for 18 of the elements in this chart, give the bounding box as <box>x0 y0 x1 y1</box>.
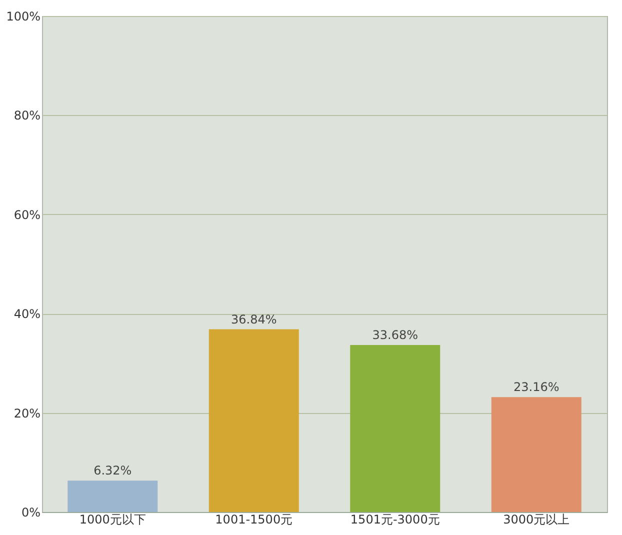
bar <box>350 344 440 512</box>
x-tick-label: 3000元以上 <box>503 512 570 526</box>
y-tick-label: 60% <box>14 208 40 222</box>
y-tick-label: 80% <box>14 108 40 123</box>
x-tick-label: 1000元以下 <box>79 512 146 526</box>
bar <box>68 480 158 512</box>
data-label: 36.84% <box>230 312 277 326</box>
x-tick-label: 1501元-3000元 <box>350 512 440 526</box>
data-label: 6.32% <box>94 464 132 478</box>
bar <box>208 329 299 512</box>
bar <box>491 397 582 512</box>
y-tick-label: 20% <box>14 406 40 420</box>
x-tick-label: 1001-1500元 <box>215 512 293 526</box>
y-tick-label: 100% <box>6 10 40 24</box>
data-label: 33.68% <box>372 328 418 342</box>
y-tick-label: 40% <box>14 307 40 322</box>
data-label: 23.16% <box>513 380 560 394</box>
y-tick-label: 0% <box>21 506 40 520</box>
